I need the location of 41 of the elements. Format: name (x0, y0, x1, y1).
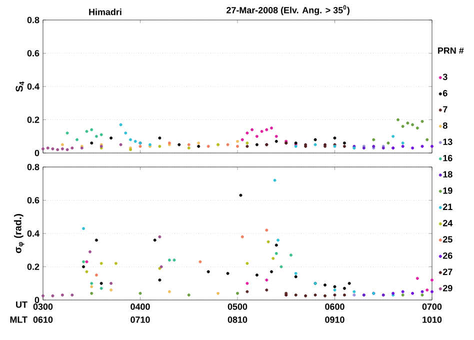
y-tick-label: 0.8 (27, 16, 40, 24)
legend-label: 3 (442, 74, 448, 80)
y-axis-title: S$_{4}$ (16, 82, 24, 92)
legend-label: 25 (442, 236, 452, 243)
y-tick-label: 0 (34, 296, 40, 304)
x-tick-label: 0700 (422, 304, 442, 310)
x-tick-label: 0400 (130, 304, 150, 310)
y-tick-label: 0.6 (27, 50, 40, 56)
legend-label: 26 (442, 252, 452, 259)
chart-subtitle: 27-Mar-2008 (Elv. Ang. > 35$^{0}$) (226, 5, 350, 16)
text: 0810 (228, 316, 248, 323)
x-tick-label: 0600 (325, 304, 344, 310)
text: 0710 (130, 316, 150, 323)
x-tick-label: 0300 (33, 304, 53, 310)
x-axis-title: UT (16, 302, 28, 308)
legend-label: 27 (442, 268, 452, 275)
legend-title: PRN # (438, 48, 464, 54)
y-tick-label: 0.6 (27, 197, 40, 204)
text: 0610 (33, 316, 53, 323)
legend-label: 19 (443, 187, 452, 194)
legend-label: 8 (442, 122, 448, 129)
legend-label: 7 (443, 106, 448, 112)
y-tick-label: 0.2 (27, 116, 40, 123)
y-axis-title: σ$_{φ}$ (rad.) (14, 214, 24, 254)
text: 0910 (325, 316, 344, 323)
legend-label: 6 (443, 90, 448, 96)
y-tick-label: 0.4 (27, 83, 40, 90)
legend-label: 13 (443, 138, 452, 146)
x-tick-label: 0500 (228, 304, 248, 310)
y-tick-label: 0.8 (27, 164, 40, 170)
text: 1010 (422, 316, 442, 323)
legend-label: 29 (442, 284, 452, 292)
legend-label: 21 (442, 204, 452, 210)
legend-label: 16 (443, 154, 452, 162)
chart-title: Himadri (89, 8, 122, 16)
legend-label: 24 (442, 220, 453, 226)
legend-label: 18 (443, 171, 452, 178)
y-tick-label: 0.2 (27, 264, 40, 270)
y-tick-label: 0 (34, 150, 40, 156)
y-tick-label: 0.4 (27, 230, 40, 237)
text: MLT (10, 316, 28, 323)
